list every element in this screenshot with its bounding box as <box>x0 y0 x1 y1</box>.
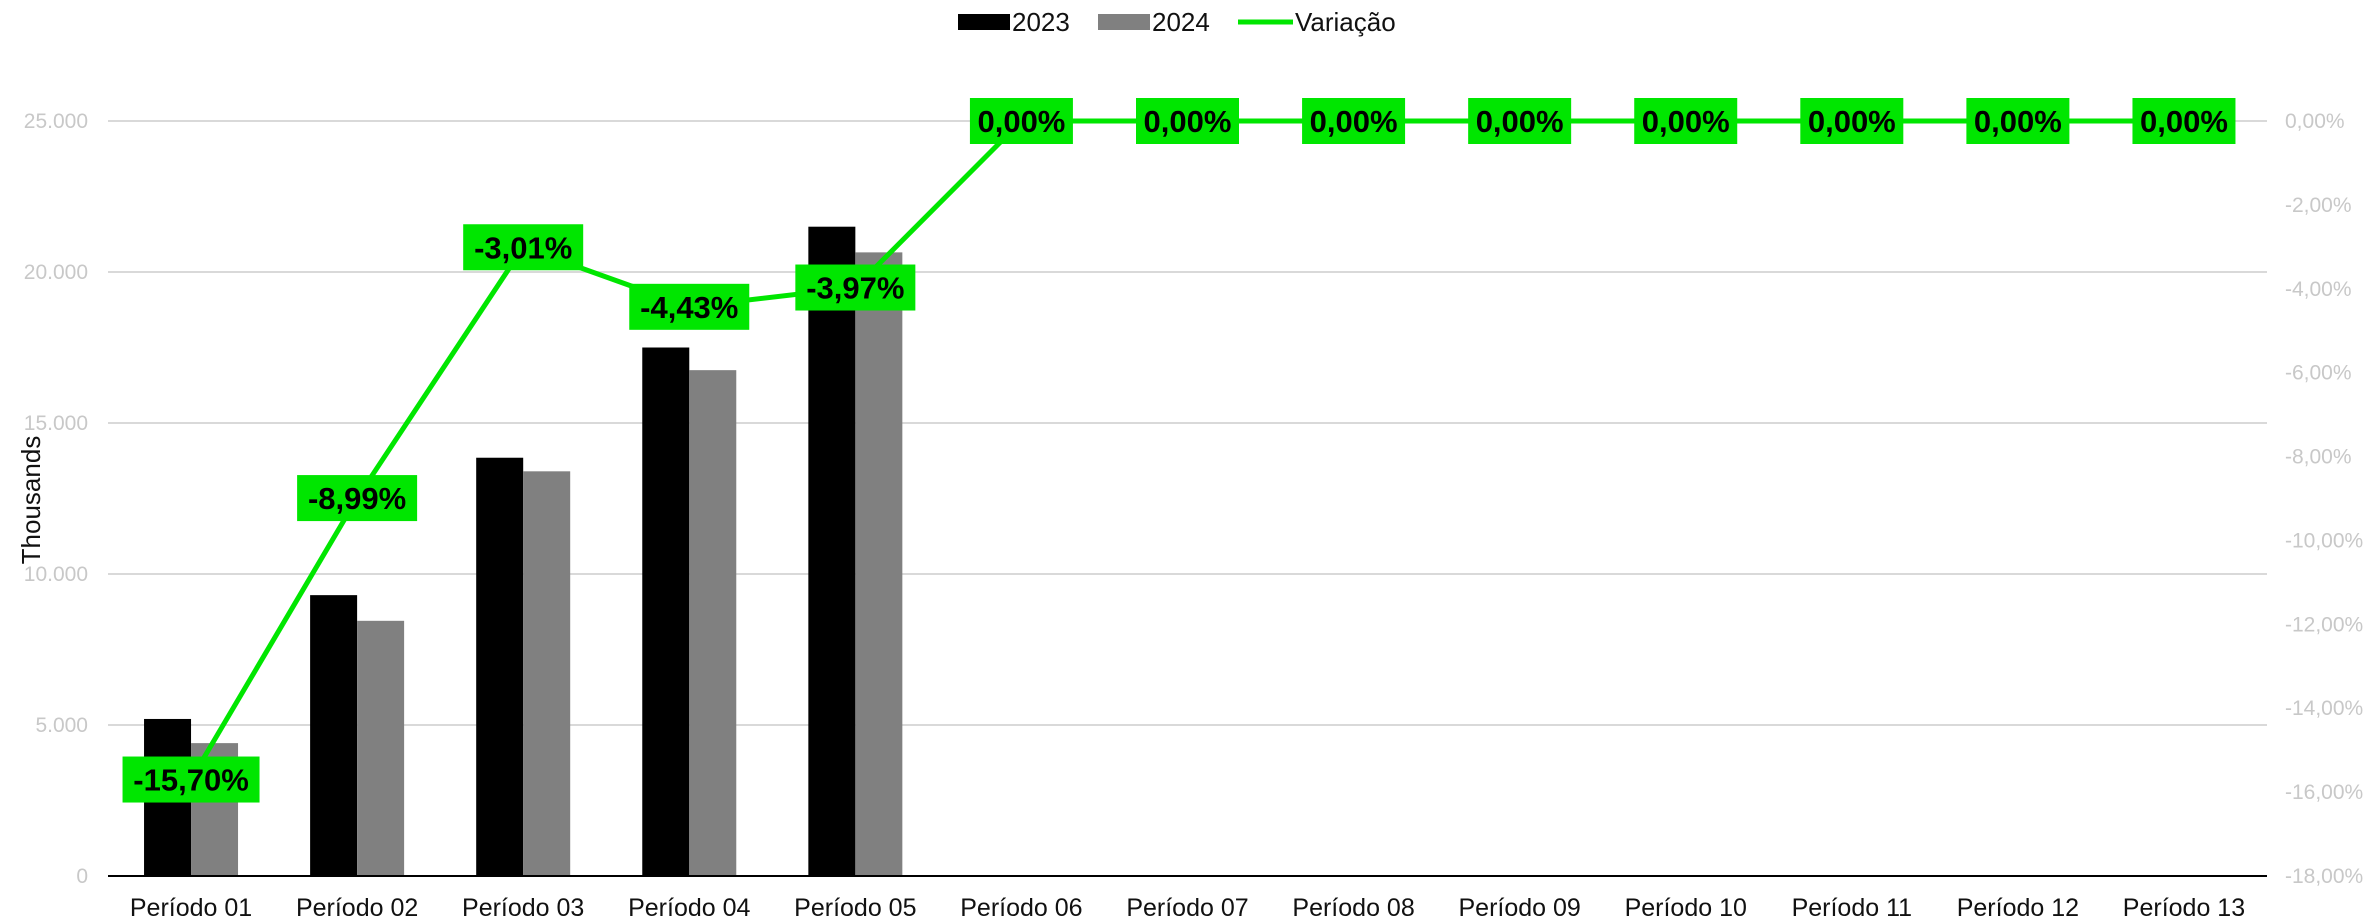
data-label-box <box>1302 98 1406 144</box>
right-tick-label: -8,00% <box>2285 446 2352 469</box>
data-label-text: 0,00% <box>1808 104 1896 139</box>
variation-data-label: -3,01% <box>463 224 584 271</box>
data-label-text: 0,00% <box>1642 104 1730 139</box>
x-tick-label: Período 09 <box>1458 894 1580 920</box>
legend-swatch <box>1098 14 1150 30</box>
data-label-text: -15,70% <box>133 763 248 798</box>
left-tick-label: 20.000 <box>24 261 88 284</box>
data-label-text: 0,00% <box>1310 104 1398 139</box>
right-tick-label: -2,00% <box>2285 194 2352 217</box>
bars <box>144 226 903 876</box>
data-label-text: 0,00% <box>2140 104 2228 139</box>
x-tick-label: Período 04 <box>628 894 750 920</box>
right-tick-label: -4,00% <box>2285 278 2352 301</box>
data-label-box <box>795 264 916 311</box>
x-tick-label: Período 06 <box>960 894 1082 920</box>
data-label-text: 0,00% <box>1476 104 1564 139</box>
x-axis-ticks: Período 01 Período 02 Período 03 Período 04… <box>130 894 2245 920</box>
gridlines <box>108 120 2267 726</box>
variation-data-label: 0,00% <box>1634 98 1738 144</box>
x-tick-label: Período 07 <box>1126 894 1248 920</box>
data-label-box <box>2132 98 2236 144</box>
data-label-box <box>297 475 418 522</box>
data-label-box <box>463 224 584 271</box>
x-tick-label: Período 08 <box>1292 894 1414 920</box>
variation-data-label: 0,00% <box>1302 98 1406 144</box>
x-tick-label: Período 10 <box>1625 894 1747 920</box>
x-tick-label: Período 13 <box>2123 894 2245 920</box>
data-label-box <box>629 283 750 330</box>
legend-swatch <box>958 14 1010 30</box>
left-tick-label: 25.000 <box>24 110 88 133</box>
data-label-text: -3,97% <box>806 271 904 306</box>
right-tick-label: -6,00% <box>2285 362 2352 385</box>
left-tick-label: 5.000 <box>35 714 88 737</box>
right-tick-label: -14,00% <box>2285 697 2363 720</box>
right-axis-ticks: 0,00% -2,00% -4,00% -6,00% -8,00% -10,00% -12,… <box>2285 110 2363 888</box>
legend-item: 2024 <box>1098 7 1210 37</box>
bar-2023 <box>310 595 358 876</box>
right-tick-label: 0,00% <box>2285 110 2345 133</box>
legend-label: 2024 <box>1152 7 1210 37</box>
data-label-text: -3,01% <box>474 230 572 265</box>
legend-label: Variação <box>1295 7 1396 37</box>
bar-2024 <box>357 620 405 876</box>
variation-data-label: 0,00% <box>1800 98 1904 144</box>
left-tick-label: 0 <box>76 865 88 888</box>
bar-2024 <box>855 252 903 876</box>
bar-2024 <box>689 370 737 876</box>
left-axis-ticks: 0 5.000 10.000 15.000 20.000 25.000 <box>24 110 88 888</box>
data-label-text: -8,99% <box>308 481 406 516</box>
left-tick-label: 10.000 <box>24 563 88 586</box>
right-tick-label: -18,00% <box>2285 865 2363 888</box>
legend-item: 2023 <box>958 7 1070 37</box>
left-tick-label: 15.000 <box>24 412 88 435</box>
x-tick-label: Período 12 <box>1957 894 2079 920</box>
left-axis-title: Thousands <box>16 436 46 565</box>
data-label-box <box>1966 98 2070 144</box>
variation-data-label: 0,00% <box>1966 98 2070 144</box>
data-label-text: 0,00% <box>1974 104 2062 139</box>
data-label-text: 0,00% <box>1144 104 1232 139</box>
right-tick-label: -16,00% <box>2285 781 2363 804</box>
bar-2024 <box>523 471 571 876</box>
x-tick-label: Período 11 <box>1792 894 1912 920</box>
legend-label: 2023 <box>1012 7 1070 37</box>
variation-data-labels: -15,70% -8,99% -3,01% -4,43% -3,97% 0,00% 0,00… <box>122 98 2236 803</box>
x-tick-label: Período 01 <box>130 894 252 920</box>
right-tick-label: -12,00% <box>2285 613 2363 636</box>
bar-2023 <box>642 347 690 876</box>
variation-data-label: 0,00% <box>1136 98 1239 144</box>
variation-data-label: -15,70% <box>122 756 260 803</box>
variation-data-label: 0,00% <box>969 98 1073 144</box>
data-label-text: 0,00% <box>977 104 1065 139</box>
data-label-box <box>122 756 260 803</box>
data-label-box <box>969 98 1073 144</box>
legend: 2023 2024 Variação <box>958 7 1396 37</box>
data-label-box <box>1634 98 1738 144</box>
variation-data-label: -3,97% <box>795 264 916 311</box>
bar-2023 <box>808 226 856 876</box>
x-tick-label: Período 02 <box>296 894 418 920</box>
data-label-box <box>1800 98 1904 144</box>
data-label-box <box>1136 98 1239 144</box>
variation-data-label: 0,00% <box>1468 98 1572 144</box>
legend-item: Variação <box>1238 7 1396 37</box>
x-tick-label: Período 05 <box>794 894 916 920</box>
x-tick-label: Período 03 <box>462 894 584 920</box>
data-label-text: -4,43% <box>640 290 738 325</box>
variation-data-label: -8,99% <box>297 475 418 522</box>
variation-data-label: 0,00% <box>2132 98 2236 144</box>
variation-data-label: -4,43% <box>629 283 750 330</box>
data-label-box <box>1468 98 1572 144</box>
right-tick-label: -10,00% <box>2285 529 2363 552</box>
bar-2023 <box>476 457 524 876</box>
